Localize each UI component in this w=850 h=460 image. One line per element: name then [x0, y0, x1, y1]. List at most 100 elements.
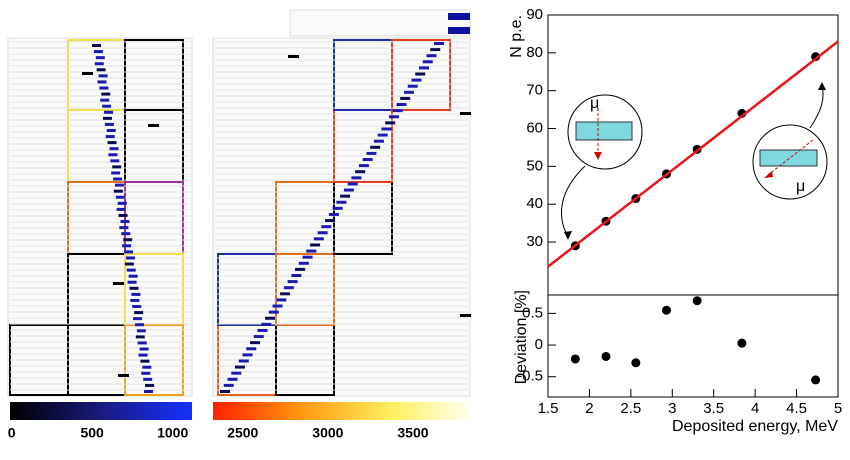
hit — [125, 256, 135, 260]
annotation: μ — [796, 178, 805, 195]
hit — [121, 232, 131, 236]
hit — [370, 145, 381, 149]
hit — [373, 139, 384, 143]
hit — [140, 359, 150, 363]
hit — [347, 182, 358, 186]
hit — [403, 90, 414, 94]
hit — [122, 244, 132, 248]
hit — [385, 121, 396, 125]
hit — [340, 194, 351, 198]
hit — [120, 220, 130, 224]
hit — [95, 56, 105, 60]
map-strip — [289, 9, 471, 37]
hit — [302, 255, 313, 259]
hit — [257, 328, 268, 332]
hit — [276, 298, 287, 302]
x-axis-label: Deposited energy, MeV — [672, 418, 838, 435]
hit — [288, 55, 299, 58]
hit — [298, 261, 309, 265]
hit — [265, 316, 276, 320]
x-tick-label: 4 — [751, 400, 759, 417]
hit — [227, 377, 238, 381]
hit — [388, 115, 399, 119]
hit — [93, 50, 103, 54]
hit — [105, 135, 115, 139]
hit — [355, 170, 366, 174]
hit — [407, 84, 418, 88]
hit — [295, 267, 306, 271]
hit — [139, 347, 149, 351]
data-point — [811, 52, 821, 62]
colorbar-tick-label: 500 — [80, 425, 104, 441]
hit — [123, 238, 133, 242]
hit — [306, 249, 317, 253]
x-tick-label: 1.5 — [538, 400, 559, 417]
hit — [351, 176, 362, 180]
hit — [92, 44, 101, 47]
hit — [460, 314, 471, 317]
inset-left — [561, 82, 828, 240]
hit — [118, 374, 129, 377]
hit — [133, 317, 143, 321]
y-axis-label: Deviation [%] — [513, 290, 530, 384]
hit — [134, 323, 144, 327]
hit — [129, 286, 139, 290]
hit — [119, 226, 129, 230]
hit — [313, 237, 324, 241]
hit — [392, 109, 403, 113]
hit — [396, 103, 407, 107]
hit — [102, 116, 112, 120]
data-point — [692, 296, 702, 306]
hit — [124, 250, 134, 254]
hit — [231, 371, 242, 375]
colorbar — [10, 402, 192, 420]
x-tick-label: 4.5 — [786, 400, 807, 417]
x-tick-label: 3.5 — [703, 400, 724, 417]
hit — [109, 147, 119, 151]
hit — [325, 219, 336, 223]
hit — [448, 13, 470, 20]
hit — [82, 72, 93, 75]
hit — [134, 311, 144, 315]
hit — [98, 74, 108, 78]
colorbar-tick-label: 3500 — [397, 425, 428, 441]
hit — [268, 310, 279, 314]
hit — [111, 171, 121, 175]
hit — [104, 122, 114, 126]
hit — [97, 80, 107, 84]
hit — [141, 371, 151, 375]
hit — [343, 188, 354, 192]
hit — [328, 212, 339, 216]
annotation: μ — [590, 95, 599, 112]
data-point — [601, 351, 611, 361]
hit — [242, 353, 253, 357]
hit — [96, 68, 106, 72]
hit — [448, 27, 470, 34]
hit — [131, 292, 141, 296]
hit — [115, 195, 125, 199]
hit — [142, 365, 152, 369]
y-tick-label: 90 — [526, 6, 543, 23]
hit — [253, 335, 264, 339]
hit — [377, 133, 388, 137]
hit — [426, 54, 437, 58]
hit — [235, 365, 246, 369]
hit — [460, 112, 471, 115]
hit — [430, 48, 441, 52]
hit — [99, 86, 109, 90]
y-axis-label: N p.e. — [508, 15, 525, 58]
y-tick-label: 80 — [526, 44, 543, 61]
hit — [246, 347, 257, 351]
hit — [381, 127, 392, 131]
y-tick-label: 0.5 — [522, 304, 543, 321]
hit — [113, 282, 124, 285]
hit — [132, 305, 142, 309]
hit — [148, 124, 159, 127]
fit-line — [547, 40, 839, 268]
hit — [117, 201, 127, 205]
hit — [280, 292, 291, 296]
hit — [116, 207, 126, 211]
hit — [102, 104, 112, 108]
hit — [101, 92, 111, 96]
hit — [291, 274, 302, 277]
